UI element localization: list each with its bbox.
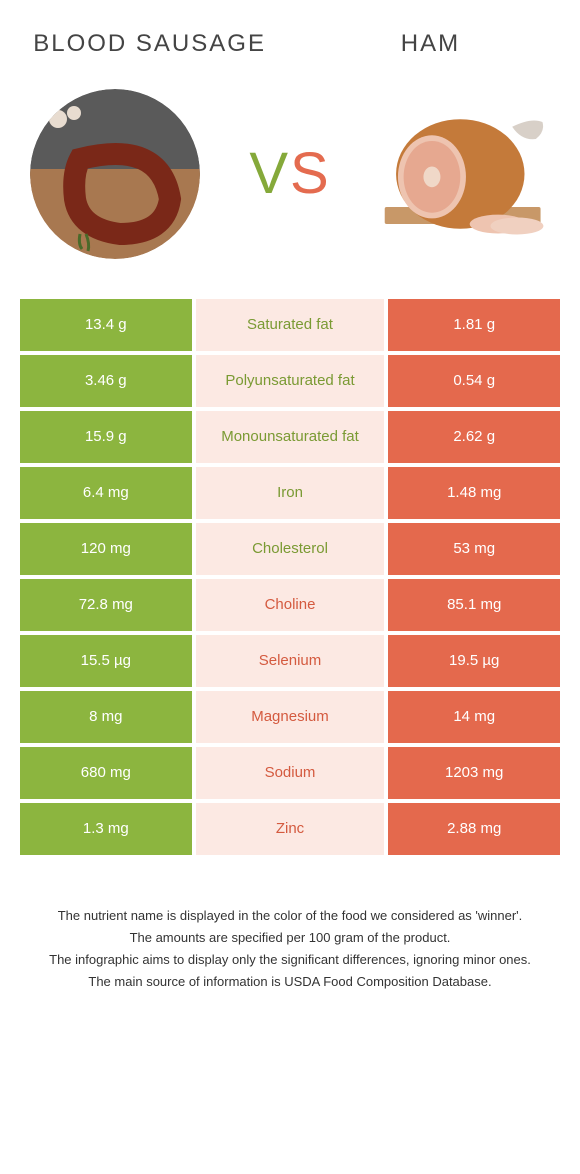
- table-row: 15.9 gMonounsaturated fat2.62 g: [20, 411, 560, 463]
- nutrient-label: Selenium: [196, 635, 385, 687]
- left-value: 15.9 g: [20, 411, 192, 463]
- footer-notes: The nutrient name is displayed in the co…: [20, 905, 560, 993]
- left-value: 680 mg: [20, 747, 192, 799]
- right-value: 2.62 g: [388, 411, 560, 463]
- left-food-image: [30, 89, 200, 259]
- right-value: 0.54 g: [388, 355, 560, 407]
- left-value: 15.5 µg: [20, 635, 192, 687]
- images-row: VS: [20, 89, 560, 259]
- footer-line-4: The main source of information is USDA F…: [40, 971, 540, 993]
- footer-line-3: The infographic aims to display only the…: [40, 949, 540, 971]
- left-title: Blood Sausage: [20, 30, 279, 59]
- footer-line-1: The nutrient name is displayed in the co…: [40, 905, 540, 927]
- left-value: 3.46 g: [20, 355, 192, 407]
- vs-v: V: [249, 141, 290, 206]
- nutrient-label: Cholesterol: [196, 523, 385, 575]
- table-row: 680 mgSodium1203 mg: [20, 747, 560, 799]
- nutrient-label: Choline: [196, 579, 385, 631]
- table-row: 6.4 mgIron1.48 mg: [20, 467, 560, 519]
- vs-text: VS: [249, 140, 330, 207]
- right-value: 85.1 mg: [388, 579, 560, 631]
- left-value: 1.3 mg: [20, 803, 192, 855]
- left-value: 13.4 g: [20, 299, 192, 351]
- right-value: 1.81 g: [388, 299, 560, 351]
- nutrient-label: Iron: [196, 467, 385, 519]
- right-title: Ham: [301, 30, 560, 59]
- right-value: 2.88 mg: [388, 803, 560, 855]
- table-row: 3.46 gPolyunsaturated fat0.54 g: [20, 355, 560, 407]
- left-value: 6.4 mg: [20, 467, 192, 519]
- right-value: 1203 mg: [388, 747, 560, 799]
- nutrient-label: Magnesium: [196, 691, 385, 743]
- comparison-table: 13.4 gSaturated fat1.81 g3.46 gPolyunsat…: [20, 299, 560, 855]
- titles-row: Blood Sausage Ham: [20, 30, 560, 59]
- nutrient-label: Sodium: [196, 747, 385, 799]
- left-value: 8 mg: [20, 691, 192, 743]
- left-value: 72.8 mg: [20, 579, 192, 631]
- vs-s: S: [290, 141, 331, 206]
- footer-line-2: The amounts are specified per 100 gram o…: [40, 927, 540, 949]
- table-row: 72.8 mgCholine85.1 mg: [20, 579, 560, 631]
- nutrient-label: Polyunsaturated fat: [196, 355, 385, 407]
- table-row: 1.3 mgZinc2.88 mg: [20, 803, 560, 855]
- right-value: 14 mg: [388, 691, 560, 743]
- left-value: 120 mg: [20, 523, 192, 575]
- table-row: 120 mgCholesterol53 mg: [20, 523, 560, 575]
- table-row: 13.4 gSaturated fat1.81 g: [20, 299, 560, 351]
- right-value: 53 mg: [388, 523, 560, 575]
- nutrient-label: Saturated fat: [196, 299, 385, 351]
- nutrient-label: Zinc: [196, 803, 385, 855]
- table-row: 15.5 µgSelenium19.5 µg: [20, 635, 560, 687]
- right-value: 19.5 µg: [388, 635, 560, 687]
- right-food-image: [380, 89, 550, 259]
- table-row: 8 mgMagnesium14 mg: [20, 691, 560, 743]
- nutrient-label: Monounsaturated fat: [196, 411, 385, 463]
- right-value: 1.48 mg: [388, 467, 560, 519]
